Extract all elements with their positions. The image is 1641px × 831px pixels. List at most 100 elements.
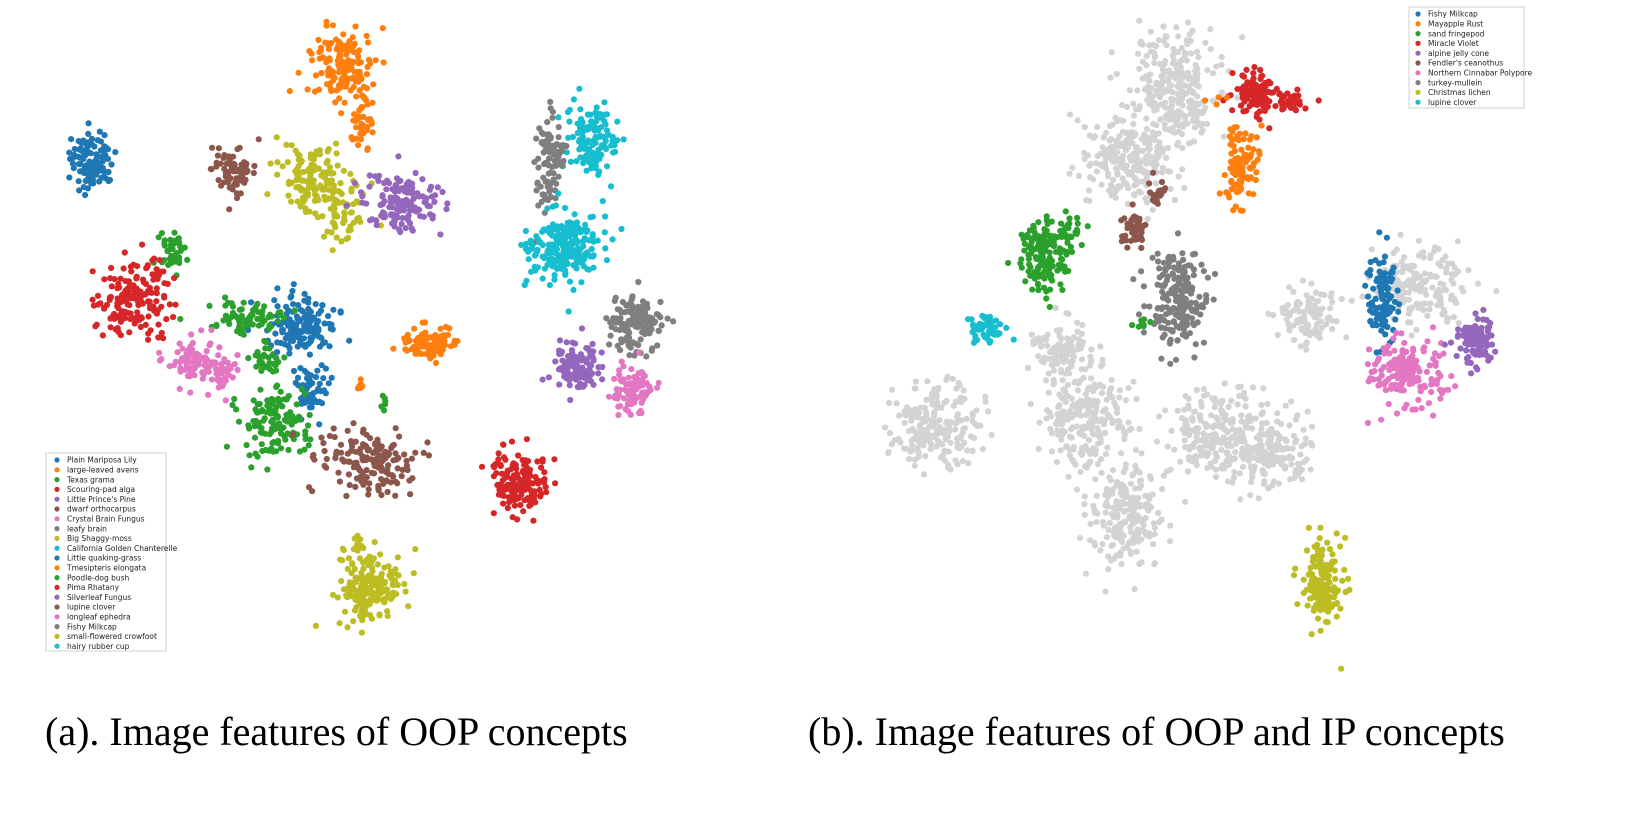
scatter-b-point bbox=[1447, 296, 1454, 303]
scatter-b-point bbox=[1058, 436, 1065, 443]
scatter-a-point bbox=[365, 486, 372, 493]
scatter-b-point bbox=[1431, 244, 1439, 251]
scatter-a-point bbox=[556, 350, 563, 358]
scatter-a-point bbox=[347, 170, 354, 178]
scatter-a-point bbox=[500, 441, 507, 448]
scatter-a-point bbox=[221, 356, 228, 363]
scatter-b-point bbox=[1053, 421, 1060, 428]
scatter-b-point bbox=[1166, 105, 1173, 112]
scatter-a-point bbox=[344, 624, 351, 631]
scatter-a-point bbox=[304, 422, 312, 429]
scatter-a-point bbox=[177, 316, 184, 323]
scatter-a-point bbox=[637, 336, 644, 343]
scatter-b-point bbox=[1092, 476, 1099, 483]
scatter-a-point bbox=[554, 264, 561, 271]
scatter-b-point bbox=[1121, 519, 1128, 526]
scatter-b-point bbox=[1149, 160, 1156, 167]
scatter-b-point bbox=[1142, 195, 1149, 202]
scatter-a-point bbox=[642, 309, 649, 316]
scatter-a-point bbox=[87, 150, 94, 157]
scatter-a-point bbox=[620, 395, 628, 402]
scatter-b-point bbox=[1220, 434, 1227, 441]
scatter-a-point bbox=[231, 395, 238, 403]
scatter-b-point bbox=[1134, 516, 1141, 523]
scatter-b-point bbox=[1099, 356, 1106, 363]
scatter-a-point bbox=[114, 325, 121, 332]
scatter-b-point bbox=[1161, 121, 1168, 128]
scatter-a-point bbox=[319, 340, 327, 347]
scatter-a-point bbox=[221, 179, 228, 186]
scatter-a-point bbox=[391, 188, 399, 195]
scatter-a-point bbox=[518, 491, 525, 498]
scatter-a-point bbox=[359, 455, 366, 462]
scatter-a-point bbox=[498, 470, 505, 477]
scatter-b-point bbox=[1269, 447, 1276, 454]
scatter-a-point bbox=[552, 480, 559, 487]
scatter-a-point bbox=[551, 276, 558, 283]
scatter-a-point bbox=[138, 293, 145, 300]
scatter-b-point bbox=[1333, 318, 1340, 325]
scatter-a-point bbox=[145, 336, 152, 343]
scatter-b-point bbox=[1449, 260, 1456, 267]
scatter-b-point bbox=[1398, 258, 1405, 265]
scatter-b-point bbox=[1090, 502, 1097, 510]
scatter-a-point bbox=[266, 366, 273, 373]
scatter-a-point bbox=[149, 271, 156, 278]
scatter-b-point bbox=[982, 398, 989, 405]
scatter-a-point bbox=[325, 313, 332, 320]
scatter-b-point bbox=[1413, 300, 1420, 307]
scatter-b-point bbox=[1328, 290, 1335, 297]
scatter-a-point bbox=[409, 227, 416, 234]
scatter-b-point bbox=[914, 444, 921, 451]
scatter-b-point bbox=[965, 460, 972, 467]
scatter-b-point bbox=[1098, 181, 1105, 188]
scatter-b-point bbox=[1175, 100, 1182, 107]
scatter-a-point bbox=[341, 217, 348, 225]
scatter-b-point bbox=[1424, 312, 1431, 319]
scatter-a-point bbox=[338, 238, 345, 245]
scatter-a-point bbox=[255, 409, 262, 416]
scatter-b-point bbox=[1150, 155, 1157, 162]
scatter-a-point bbox=[376, 612, 383, 619]
scatter-b-point bbox=[1079, 321, 1086, 329]
scatter-a-point bbox=[542, 138, 550, 145]
scatter-b-point bbox=[1116, 418, 1123, 426]
scatter-b-point bbox=[1047, 425, 1054, 432]
scatter-a-point bbox=[589, 353, 596, 360]
scatter-a-point bbox=[380, 59, 387, 66]
scatter-b-point bbox=[1085, 437, 1092, 444]
scatter-b-point bbox=[1194, 429, 1201, 437]
scatter-a-point bbox=[655, 327, 663, 334]
scatter-b-point bbox=[912, 406, 919, 413]
scatter-a-point bbox=[582, 144, 589, 151]
scatter-a-point bbox=[570, 96, 578, 103]
scatter-a-point bbox=[560, 157, 567, 165]
scatter-a-point bbox=[440, 336, 447, 343]
scatter-a-point bbox=[120, 297, 127, 304]
scatter-a-point bbox=[158, 230, 165, 237]
scatter-a-point bbox=[236, 144, 243, 151]
scatter-b-point bbox=[1138, 482, 1145, 489]
scatter-b-point bbox=[1138, 527, 1145, 534]
scatter-b-point bbox=[1435, 286, 1442, 293]
scatter-b-point bbox=[1099, 144, 1106, 151]
scatter-a-point bbox=[363, 584, 370, 591]
scatter-a-point bbox=[407, 202, 414, 209]
scatter-b-point bbox=[1218, 61, 1225, 68]
scatter-b-point bbox=[1243, 424, 1250, 431]
scatter-a-point bbox=[307, 338, 314, 345]
scatter-a-point bbox=[107, 324, 114, 331]
scatter-a-point bbox=[250, 169, 257, 177]
scatter-a-point bbox=[588, 245, 595, 253]
scatter-a-point bbox=[358, 629, 365, 636]
scatter-a-point bbox=[396, 433, 403, 440]
scatter-a-point bbox=[301, 290, 308, 297]
scatter-b-point bbox=[889, 386, 896, 393]
scatter-a-point bbox=[310, 315, 317, 323]
scatter-a-point bbox=[421, 199, 428, 206]
scatter-a-point bbox=[595, 171, 602, 178]
scatter-a-point bbox=[321, 320, 328, 327]
scatter-a-point bbox=[233, 406, 240, 413]
scatter-a-point bbox=[233, 194, 241, 202]
scatter-a-point bbox=[531, 491, 538, 499]
